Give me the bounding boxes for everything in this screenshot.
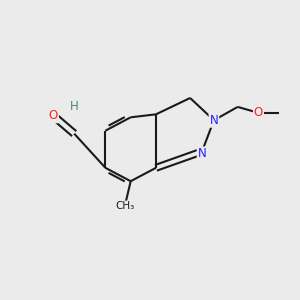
Text: O: O <box>49 109 58 122</box>
Text: N: N <box>209 114 218 127</box>
Text: N: N <box>198 147 206 161</box>
Text: O: O <box>254 106 263 119</box>
Text: H: H <box>70 100 79 113</box>
Text: CH₃: CH₃ <box>115 202 134 212</box>
